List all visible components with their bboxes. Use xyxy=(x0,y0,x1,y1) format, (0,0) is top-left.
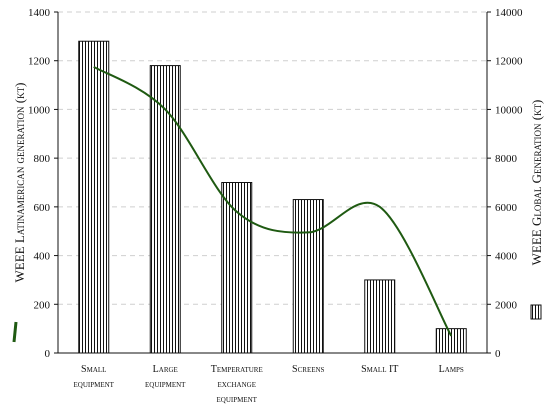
right-tick-label: 6000 xyxy=(495,202,518,214)
right-tick-label: 2000 xyxy=(495,299,518,311)
bar-legend-key xyxy=(530,304,542,320)
bar xyxy=(292,199,324,354)
bar xyxy=(78,40,110,354)
left-tick-label: 1400 xyxy=(28,7,51,19)
category-label: Screens xyxy=(292,364,325,375)
left-tick-label: 1200 xyxy=(28,56,51,68)
left-tick-label: 800 xyxy=(34,153,51,165)
right-tick-label: 10000 xyxy=(495,104,523,116)
right-tick-label: 12000 xyxy=(495,56,523,68)
line-series xyxy=(93,65,453,337)
bar-series xyxy=(78,40,467,354)
left-tick-label: 600 xyxy=(34,202,51,214)
bar xyxy=(221,182,253,354)
legend xyxy=(12,304,542,343)
left-tick-label: 200 xyxy=(34,299,51,311)
left-tick-label: 1000 xyxy=(28,104,51,116)
bar xyxy=(149,65,181,354)
line-legend-key xyxy=(12,321,18,343)
right-tick-label: 4000 xyxy=(495,251,518,263)
left-tick-label: 0 xyxy=(45,348,51,360)
bar xyxy=(435,328,467,354)
line-series-path xyxy=(93,65,453,337)
bar xyxy=(364,279,396,354)
right-tick-label: 8000 xyxy=(495,153,518,165)
category-label: Small equipment xyxy=(74,364,115,390)
right-axis-title: WEEE Global Generation (kt) xyxy=(529,100,544,266)
left-tick-label: 400 xyxy=(34,251,51,263)
right-tick-label: 0 xyxy=(495,348,501,360)
left-axis-title: WEEE Latinamerican generation (kt) xyxy=(12,83,27,283)
category-label: Small IT xyxy=(361,364,398,375)
category-label: Temperature exchange equipment xyxy=(211,364,263,405)
category-label: Large equipment xyxy=(145,364,186,390)
axis-labels: WEEE Latinamerican generation (kt) WEEE G… xyxy=(12,83,544,283)
grid-lines xyxy=(58,11,487,305)
right-tick-label: 14000 xyxy=(495,7,523,19)
category-label: Lamps xyxy=(439,364,464,375)
axes: 0200400600800100012001400020004000600080… xyxy=(28,7,523,405)
